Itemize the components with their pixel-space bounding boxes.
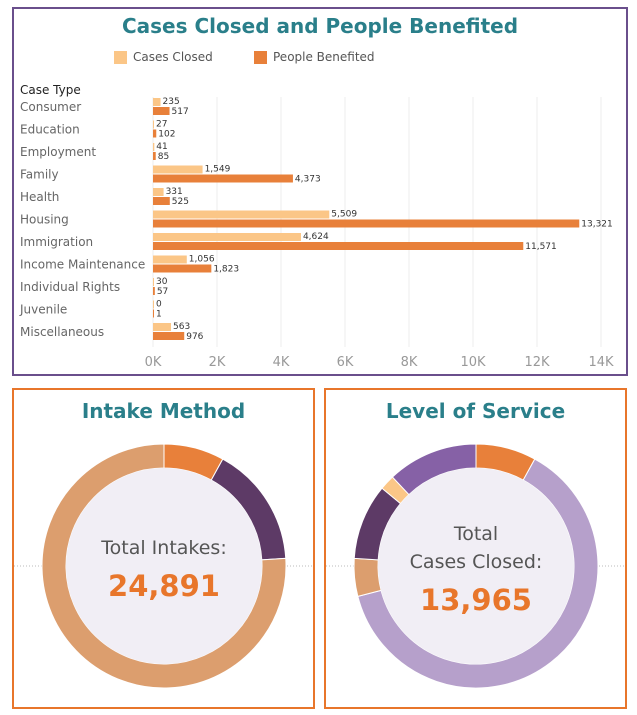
intake-method-title: Intake Method	[81, 399, 246, 423]
data-label: 57	[157, 287, 168, 297]
category-label: Employment	[20, 145, 96, 159]
bar-people-benefited	[153, 219, 580, 228]
category-label: Health	[20, 190, 59, 204]
category-label: Family	[20, 168, 59, 182]
data-label: 0	[156, 300, 162, 310]
level-of-service-donut: Total Cases Closed: 13,965	[326, 443, 625, 689]
category-label: Miscellaneous	[20, 325, 104, 339]
bar-people-benefited	[153, 264, 212, 273]
y-axis-title: Case Type	[20, 83, 81, 97]
legend-label: People Benefited	[273, 50, 375, 64]
x-tick-label: 6K	[337, 355, 354, 370]
bar-cases-closed	[153, 98, 161, 106]
bar-cases-closed	[153, 255, 187, 264]
bar-cases-closed	[153, 210, 330, 219]
data-label: 11,571	[525, 242, 557, 252]
legend-item-cases-closed[interactable]: Cases Closed	[114, 50, 213, 64]
x-tick-label: 4K	[273, 355, 290, 370]
data-label: 1,056	[189, 255, 215, 265]
bar-cases-closed	[153, 233, 301, 241]
data-label: 563	[173, 322, 190, 332]
data-label: 13,321	[581, 220, 613, 230]
x-tick-label: 14K	[588, 355, 614, 370]
data-label: 525	[172, 197, 189, 207]
center-label: Total Intakes:	[100, 537, 226, 559]
data-label: 235	[163, 97, 180, 107]
bar-people-benefited	[153, 197, 170, 205]
category-label: Housing	[20, 213, 69, 227]
donut-hole	[378, 468, 574, 664]
intake-method-panel: Intake Method Total Intakes: 24,891	[12, 388, 315, 709]
x-tick-label: 10K	[460, 355, 486, 370]
legend-swatch	[254, 50, 267, 64]
bar-cases-closed	[153, 143, 155, 151]
data-label: 4,624	[303, 232, 329, 242]
bar-people-benefited	[153, 242, 524, 250]
bar-cases-closed	[153, 278, 154, 286]
bar-cases-closed	[153, 120, 154, 129]
intake-method-donut: Total Intakes: 24,891	[14, 443, 313, 689]
data-label: 30	[156, 277, 168, 287]
category-label: Consumer	[20, 100, 81, 114]
data-label: 5,509	[331, 210, 357, 220]
category-label: Income Maintenance	[20, 258, 145, 272]
data-label: 85	[158, 152, 169, 162]
level-of-service-panel: Level of Service Total Cases Closed: 13,96…	[324, 388, 627, 709]
data-label: 102	[158, 130, 175, 140]
data-label: 976	[186, 332, 203, 342]
bar-people-benefited	[153, 107, 170, 115]
category-label: Education	[20, 123, 80, 137]
data-label: 4,373	[295, 175, 321, 185]
data-label: 517	[172, 107, 189, 117]
data-label: 331	[166, 187, 183, 197]
category-label: Immigration	[20, 235, 93, 249]
bar-cases-closed	[153, 323, 172, 331]
bar-chart-title: Cases Closed and People Benefited	[121, 14, 519, 38]
legend-item-people-benefited[interactable]: People Benefited	[254, 50, 375, 64]
bar-people-benefited	[153, 152, 156, 160]
donut-hole	[66, 468, 262, 664]
legend-swatch	[114, 50, 127, 64]
data-label: 1	[156, 310, 162, 320]
x-tick-label: 8K	[401, 355, 418, 370]
donut-slice	[353, 557, 382, 597]
level-of-service-title: Level of Service	[385, 399, 566, 423]
bar-people-benefited	[153, 287, 155, 295]
data-label: 27	[156, 120, 167, 130]
bar-cases-closed	[153, 300, 154, 309]
center-label: Cases Closed:	[410, 551, 543, 573]
center-value: 13,965	[420, 583, 532, 617]
bar-cases-closed	[153, 188, 164, 196]
bar-people-benefited	[153, 129, 157, 138]
legend-label: Cases Closed	[133, 50, 213, 64]
data-label: 41	[156, 142, 167, 152]
bar-people-benefited	[153, 332, 185, 340]
data-label: 1,823	[213, 265, 239, 275]
cases-closed-people-benefited-panel: Cases Closed and People Benefited Cases …	[12, 7, 628, 376]
x-tick-label: 0K	[145, 355, 162, 370]
category-label: Juvenile	[19, 303, 67, 317]
bar-people-benefited	[153, 174, 293, 183]
center-value: 24,891	[108, 569, 220, 603]
data-label: 1,549	[205, 165, 231, 175]
x-tick-label: 12K	[524, 355, 550, 370]
bar-cases-closed	[153, 165, 203, 174]
bar-people-benefited	[153, 309, 154, 318]
category-label: Individual Rights	[20, 280, 120, 294]
x-tick-label: 2K	[209, 355, 226, 370]
center-label: Total	[453, 523, 498, 545]
